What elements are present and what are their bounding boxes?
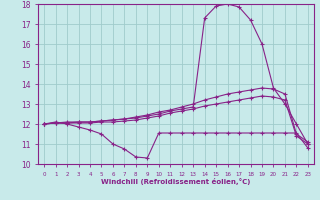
X-axis label: Windchill (Refroidissement éolien,°C): Windchill (Refroidissement éolien,°C) [101,178,251,185]
